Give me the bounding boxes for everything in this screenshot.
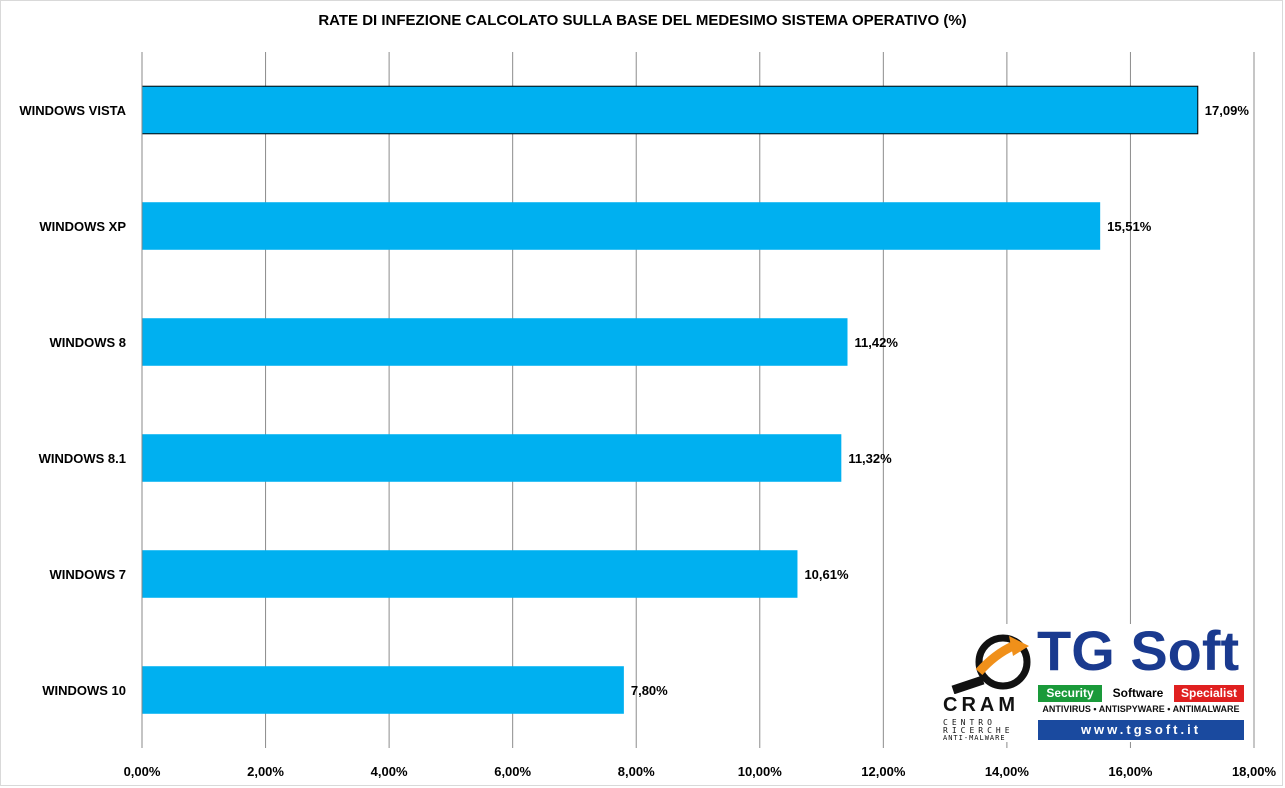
x-tick-label: 8,00% [618, 764, 655, 779]
x-tick-labels: 0,00% 2,00% 4,00% 6,00% 8,00% 10,00% 12,00% 14,… [124, 764, 1277, 779]
category-label: WINDOWS VISTA [19, 103, 126, 118]
brand-bar: Security Software Specialist [1038, 685, 1244, 702]
bar [142, 666, 624, 714]
x-tick-label: 10,00% [738, 764, 783, 779]
data-labels: 17,09% 15,51% 11,42% 11,32% 10,61% 7,80% [631, 103, 1249, 698]
category-label: WINDOWS 10 [42, 683, 126, 698]
x-tick-label: 16,00% [1108, 764, 1153, 779]
bar-specialist: Specialist [1174, 685, 1244, 702]
data-label: 17,09% [1205, 103, 1250, 118]
chart-title: RATE DI INFEZIONE CALCOLATO SULLA BASE D… [318, 12, 967, 29]
brand-url: www.tgsoft.it [1038, 720, 1244, 740]
cram-text: CRAM [943, 694, 1019, 716]
category-label: WINDOWS 8.1 [39, 451, 126, 466]
cram-magnifier-icon [951, 634, 1031, 695]
category-labels: WINDOWS VISTA WINDOWS XP WINDOWS 8 WINDOWS … [19, 103, 126, 698]
bars [141, 85, 1199, 714]
brand-tagline: ANTIVIRUS • ANTISPYWARE • ANTIMALWARE [1042, 704, 1240, 714]
bar [142, 550, 798, 598]
data-label: 15,51% [1107, 219, 1152, 234]
x-tick-label: 0,00% [124, 764, 161, 779]
data-label: 11,32% [848, 451, 892, 466]
data-label: 11,42% [855, 335, 899, 350]
x-tick-label: 18,00% [1232, 764, 1277, 779]
bar [142, 434, 842, 482]
x-tick-label: 6,00% [494, 764, 531, 779]
bar-software: Software [1102, 685, 1174, 702]
bar [142, 318, 848, 366]
cram-line1: CENTRO [943, 718, 996, 727]
x-tick-label: 2,00% [247, 764, 284, 779]
brand-title: TG Soft [1037, 619, 1240, 682]
bar-security: Security [1038, 685, 1102, 702]
cram-line3: ANTI-MALWARE [943, 734, 1006, 742]
data-label: 10,61% [804, 567, 849, 582]
bar [141, 85, 1199, 135]
tgsoft-logo: CRAM CENTRO RICERCHE ANTI-MALWARE TG Sof… [937, 619, 1245, 742]
data-label: 7,80% [631, 683, 668, 698]
x-tick-label: 12,00% [861, 764, 906, 779]
x-tick-label: 4,00% [371, 764, 408, 779]
category-label: WINDOWS XP [39, 219, 126, 234]
x-tick-label: 14,00% [985, 764, 1030, 779]
category-label: WINDOWS 7 [49, 567, 126, 582]
cram-logo: CRAM CENTRO RICERCHE ANTI-MALWARE [939, 624, 1035, 742]
category-label: WINDOWS 8 [49, 335, 126, 350]
cram-line2: RICERCHE [943, 726, 1014, 735]
bar [142, 202, 1101, 250]
